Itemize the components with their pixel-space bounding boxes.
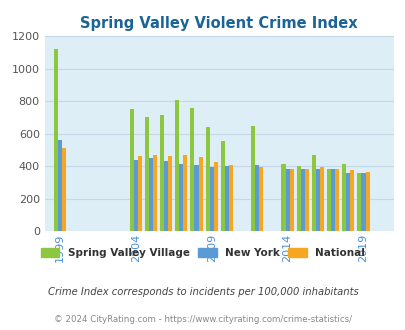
Bar (345, 173, 350, 231)
Bar (62, 148, 66, 231)
Bar (175, 100, 179, 231)
Bar (319, 167, 323, 231)
Bar (300, 169, 304, 231)
Bar (137, 155, 141, 231)
Bar (315, 169, 319, 231)
Bar (129, 109, 133, 231)
Bar (285, 169, 289, 231)
Bar (198, 157, 202, 231)
Text: © 2024 CityRating.com - https://www.cityrating.com/crime-statistics/: © 2024 CityRating.com - https://www.city… (54, 315, 351, 324)
Bar (296, 166, 300, 231)
Bar (330, 169, 334, 231)
Bar (149, 158, 153, 231)
Bar (183, 155, 187, 231)
Bar (133, 160, 137, 231)
Bar (250, 125, 254, 231)
Bar (58, 140, 62, 231)
Bar (209, 167, 213, 231)
Bar (364, 172, 369, 231)
Bar (326, 169, 330, 231)
Bar (179, 164, 183, 231)
Title: Spring Valley Violent Crime Index: Spring Valley Violent Crime Index (80, 16, 357, 31)
Bar (311, 155, 315, 231)
Bar (190, 108, 194, 231)
Bar (254, 165, 259, 231)
Bar (360, 173, 364, 231)
Bar (220, 141, 224, 231)
Bar (289, 169, 293, 231)
Bar (281, 164, 285, 231)
Text: Crime Index corresponds to incidents per 100,000 inhabitants: Crime Index corresponds to incidents per… (47, 287, 358, 297)
Bar (259, 167, 263, 231)
Bar (350, 170, 354, 231)
Bar (304, 169, 308, 231)
Bar (164, 161, 168, 231)
Legend: Spring Valley Village, New York, National: Spring Valley Village, New York, Nationa… (36, 244, 369, 262)
Bar (224, 166, 228, 231)
Bar (228, 165, 232, 231)
Bar (153, 155, 157, 231)
Bar (145, 117, 149, 231)
Bar (334, 169, 339, 231)
Bar (53, 49, 58, 231)
Bar (205, 127, 209, 231)
Bar (194, 165, 198, 231)
Bar (160, 115, 164, 231)
Bar (213, 162, 217, 231)
Bar (168, 155, 172, 231)
Bar (356, 173, 360, 231)
Bar (341, 164, 345, 231)
